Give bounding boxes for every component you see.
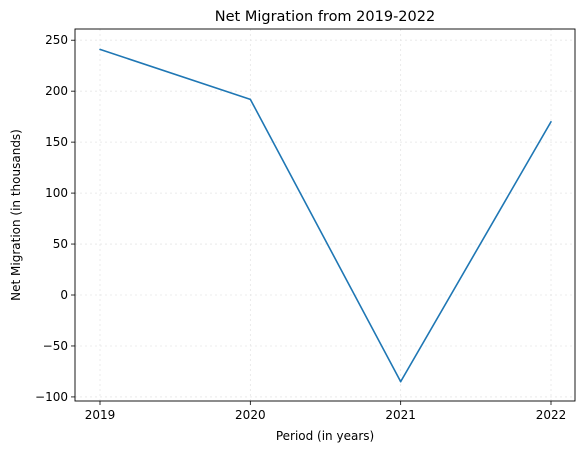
x-tick-label: 2019: [85, 408, 116, 422]
y-tick-label: 0: [60, 288, 68, 302]
data-point: [399, 380, 402, 383]
x-axis-ticks: 2019 2020 2021 2022: [85, 401, 567, 422]
y-tick-label: −100: [35, 390, 68, 404]
y-tick-label: 100: [45, 186, 68, 200]
x-axis-label: Period (in years): [276, 429, 374, 443]
x-tick-label: 2020: [235, 408, 266, 422]
x-tick-label: 2021: [385, 408, 416, 422]
plot-frame: [74, 28, 576, 402]
y-tick-label: −50: [43, 339, 68, 353]
data-point: [550, 120, 552, 123]
data-point: [249, 98, 252, 101]
series-layer: [99, 48, 552, 383]
y-axis-ticks: −100 −50 0 50 100 150 200 250: [35, 33, 75, 404]
grid-lines: [75, 29, 575, 401]
series-line: [99, 48, 552, 383]
data-point: [99, 48, 101, 51]
y-axis-label: Net Migration (in thousands): [9, 129, 23, 301]
y-tick-label: 150: [45, 135, 68, 149]
x-tick-label: 2022: [536, 408, 567, 422]
chart-title: Net Migration from 2019-2022: [215, 9, 435, 25]
y-tick-label: 50: [53, 237, 68, 251]
y-tick-label: 200: [45, 84, 68, 98]
y-tick-label: 250: [45, 33, 68, 47]
